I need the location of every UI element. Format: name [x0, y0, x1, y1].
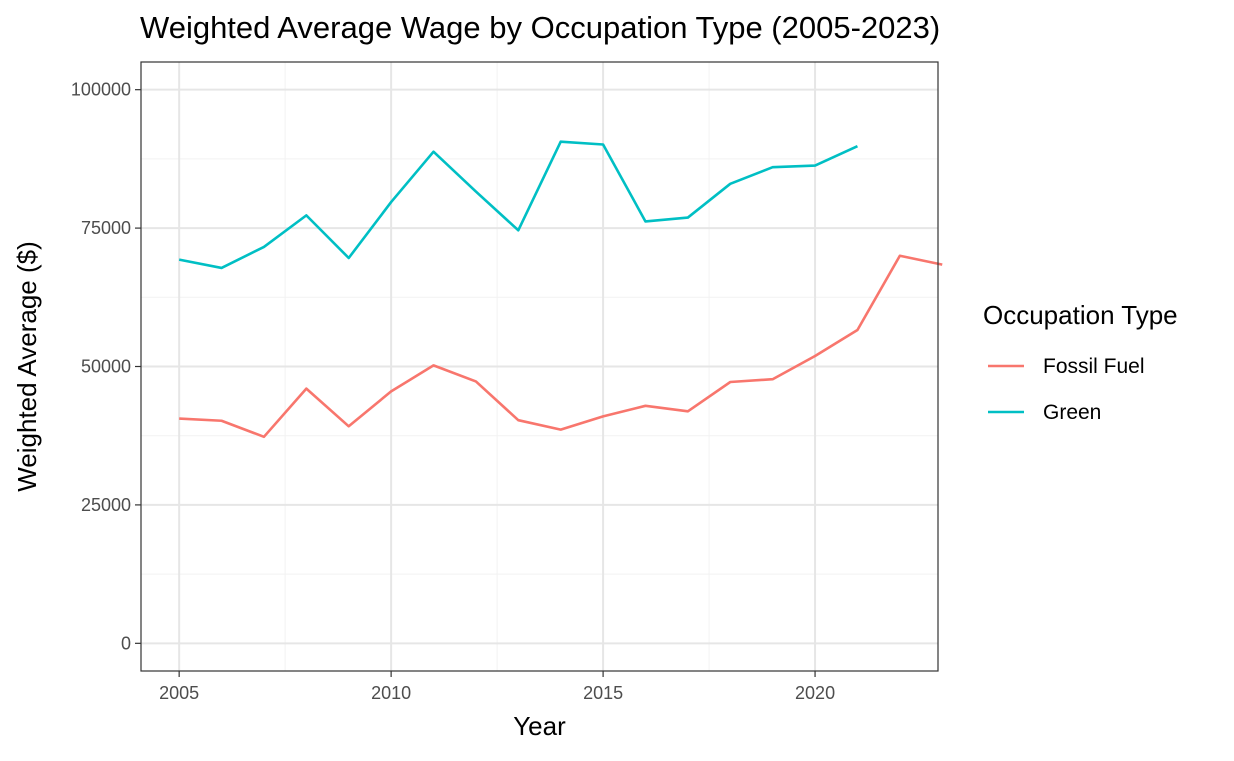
y-tick-label: 50000 [81, 357, 131, 377]
x-tick-label: 2015 [583, 683, 623, 703]
series-layer [178, 140, 943, 439]
y-tick-label: 25000 [81, 495, 131, 515]
chart-title: Weighted Average Wage by Occupation Type… [140, 10, 940, 45]
x-axis-title: Year [513, 711, 566, 741]
x-tick-label: 2020 [795, 683, 835, 703]
x-tick-label: 2010 [371, 683, 411, 703]
legend-label-fossil-fuel: Fossil Fuel [1043, 355, 1145, 378]
series-line-green [178, 140, 858, 270]
legend-title: Occupation Type [983, 300, 1178, 330]
legend: Fossil Fuel Green [988, 355, 1145, 424]
series-line-fossil-fuel [179, 254, 943, 439]
legend-label-green: Green [1043, 401, 1101, 424]
y-axis-title: Weighted Average ($) [12, 241, 42, 492]
y-tick-label: 100000 [71, 80, 131, 100]
x-tick-label: 2005 [159, 683, 199, 703]
y-tick-label: 75000 [81, 218, 131, 238]
grid-layer [141, 62, 938, 671]
axis-layer: 2005 2010 2015 2020 0 25000 50000 75000 100000 [71, 80, 835, 703]
y-tick-label: 0 [121, 633, 131, 653]
